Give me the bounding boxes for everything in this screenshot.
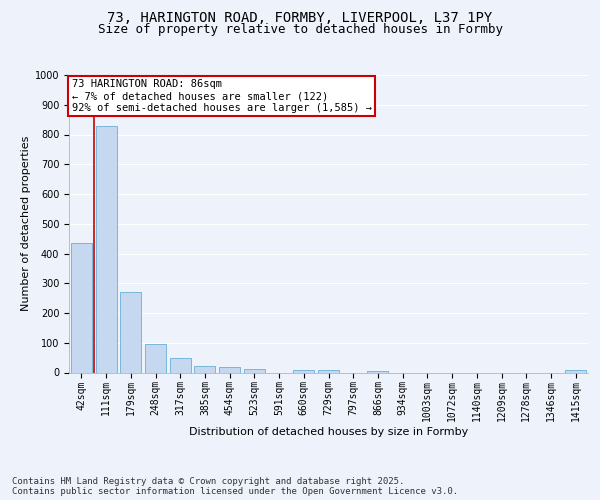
Bar [170, 358, 191, 372]
Y-axis label: Number of detached properties: Number of detached properties [20, 136, 31, 312]
Bar [293, 370, 314, 372]
Bar [367, 371, 388, 372]
Bar [565, 370, 586, 372]
Bar [71, 243, 92, 372]
Bar [219, 367, 240, 372]
Bar [244, 369, 265, 372]
X-axis label: Distribution of detached houses by size in Formby: Distribution of detached houses by size … [189, 427, 468, 437]
Bar [95, 126, 116, 372]
Bar [145, 344, 166, 372]
Text: Contains public sector information licensed under the Open Government Licence v3: Contains public sector information licen… [12, 486, 458, 496]
Text: 73 HARINGTON ROAD: 86sqm
← 7% of detached houses are smaller (122)
92% of semi-d: 73 HARINGTON ROAD: 86sqm ← 7% of detache… [71, 80, 371, 112]
Bar [120, 292, 141, 372]
Bar [318, 370, 339, 372]
Text: Size of property relative to detached houses in Formby: Size of property relative to detached ho… [97, 22, 503, 36]
Bar [194, 366, 215, 372]
Text: Contains HM Land Registry data © Crown copyright and database right 2025.: Contains HM Land Registry data © Crown c… [12, 476, 404, 486]
Text: 73, HARINGTON ROAD, FORMBY, LIVERPOOL, L37 1PY: 73, HARINGTON ROAD, FORMBY, LIVERPOOL, L… [107, 10, 493, 24]
